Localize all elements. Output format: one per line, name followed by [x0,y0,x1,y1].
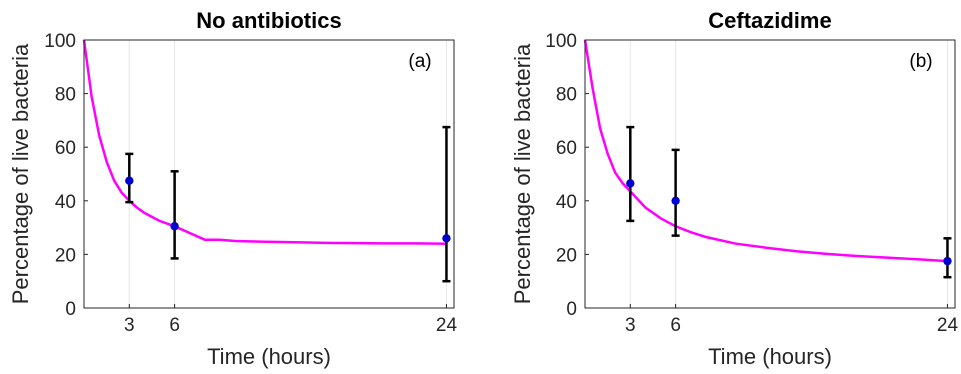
y-tick-label: 20 [55,245,76,266]
error-bar-layer [626,125,952,279]
x-tick-label: 6 [670,315,681,336]
data-point [671,196,680,205]
data-point [125,176,134,185]
panel-label: (b) [909,51,932,72]
fit-curve-line [82,39,447,245]
y-axis-label: Percentage of live bacteria [510,43,535,304]
y-tick-label: 100 [545,31,577,52]
y-tick-label: 20 [556,245,577,266]
y-tick-label: 0 [566,299,577,320]
x-tick-label: 3 [124,315,135,336]
y-tick-label: 80 [55,85,76,106]
y-tick-label: 40 [55,192,76,213]
x-tick-label: 24 [937,315,959,336]
chart-title: Ceftazidime [708,8,831,33]
x-axis-label: Time (hours) [207,344,331,369]
y-tick-label: 60 [55,138,76,159]
y-tick-label: 60 [556,138,577,159]
x-tick-label: 24 [436,315,458,336]
y-tick-label: 80 [556,85,577,106]
panel-label: (a) [408,51,431,72]
fit-curve-layer [82,39,447,245]
data-point-layer [626,179,952,266]
fit-curve-line [583,39,948,263]
y-axis-label: Percentage of live bacteria [8,43,33,304]
grid-lines [128,40,447,308]
axes-frame [584,39,956,309]
x-axis-label: Time (hours) [708,344,832,369]
x-tick-label: 3 [625,315,636,336]
data-point [943,256,952,266]
y-tick-labels: 0 20 40 60 80 100 [44,31,88,320]
y-tick-label: 0 [65,299,76,320]
x-tick-label: 6 [169,315,180,336]
axes-frame [83,39,455,309]
data-point-layer [125,176,451,243]
error-bar-layer [125,125,451,283]
data-point [170,222,179,231]
grid-lines [629,40,948,308]
data-point [626,179,635,188]
y-tick-label: 100 [44,31,76,52]
chart-panel-no-antibiotics: No antibiotics (a) 0 20 40 60 80 100 3 6 24 Tim… [8,8,457,369]
data-point [442,234,451,243]
fit-curve-layer [583,39,948,263]
x-tick-labels: 3 6 24 [124,304,457,336]
x-tick-labels: 3 6 24 [625,304,958,336]
chart-title: No antibiotics [196,8,341,33]
y-tick-labels: 0 20 40 60 80 100 [545,31,589,320]
y-tick-label: 40 [556,192,577,213]
chart-panel-ceftazidime: Ceftazidime (b) 0 20 40 60 80 100 3 6 24 Time (… [510,8,958,369]
